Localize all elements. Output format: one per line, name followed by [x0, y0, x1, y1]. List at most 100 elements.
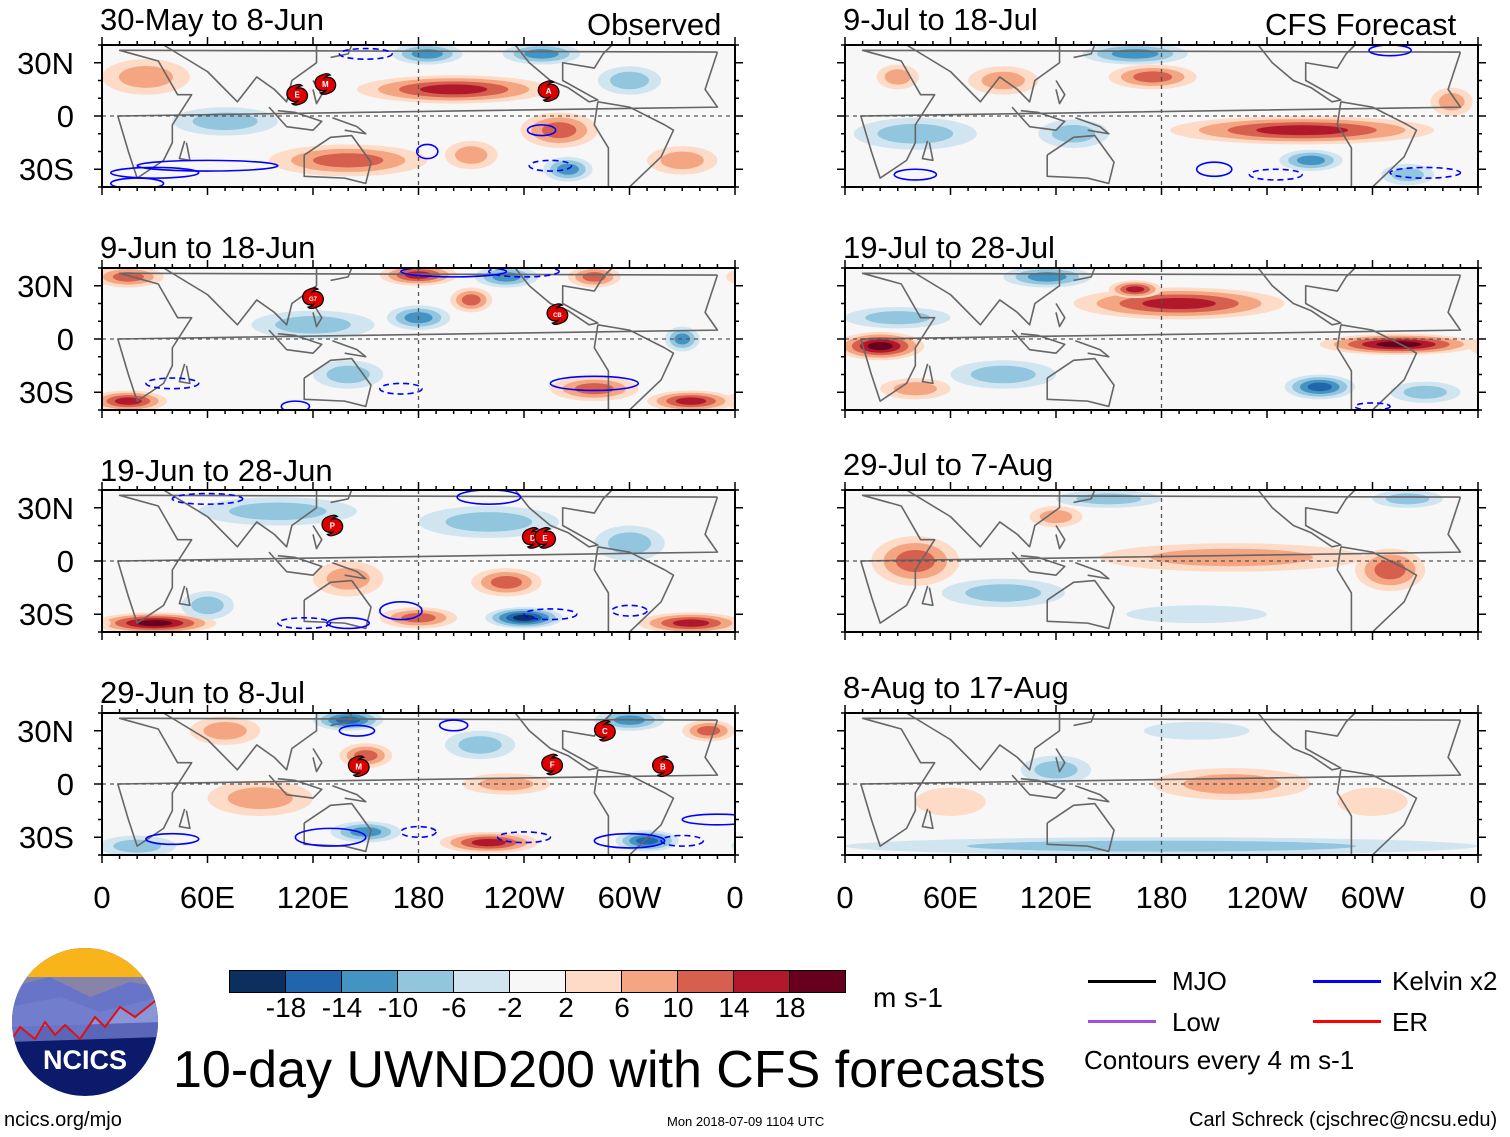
wind-anomaly-contour — [1150, 548, 1313, 567]
coastline — [1073, 45, 1096, 59]
coastline — [303, 579, 372, 630]
footer-url[interactable]: ncics.org/mjo — [4, 1109, 122, 1131]
tropical-cyclone-marker: E — [534, 527, 557, 549]
tropical-cyclone-marker: CB — [546, 303, 569, 326]
kelvin-contour — [1389, 166, 1462, 179]
wind-anomaly-contour — [748, 616, 827, 630]
legend-label-mjo: MJO — [1172, 966, 1227, 996]
wind-anomaly-contour — [736, 269, 787, 284]
wind-anomaly-contour — [1403, 385, 1447, 399]
kelvin-contour — [496, 831, 552, 844]
kelvin-contour — [136, 159, 279, 172]
footer-author: Carl Schreck (cjschrec@ncsu.edu) — [1189, 1109, 1498, 1131]
coastline — [514, 268, 613, 326]
kelvin-contour — [145, 832, 200, 846]
wind-anomaly-contour — [1039, 510, 1073, 524]
kelvin-contour — [280, 400, 311, 410]
kelvin-contour — [893, 168, 938, 181]
colorbar-tick-label: -18 — [265, 992, 307, 1023]
wind-anomaly-contour — [229, 502, 327, 521]
colorbar-tick-label: 18 — [774, 992, 806, 1023]
colorbar-tick-label: -10 — [377, 992, 419, 1023]
wind-anomaly-contour — [729, 339, 802, 349]
legend-label-low: Low — [1172, 1007, 1220, 1037]
panel-title: 29-Jul to 7-Aug — [843, 447, 1054, 482]
wind-anomaly-contour — [753, 493, 796, 504]
wind-anomaly-contour — [1485, 337, 1510, 355]
wind-anomaly-contour — [1478, 837, 1510, 855]
colorbar-swatch — [286, 971, 342, 992]
logo-text: NCICS — [43, 1045, 127, 1075]
wind-anomaly-contour — [746, 272, 777, 281]
wind-anomaly-contour — [675, 397, 707, 405]
kelvin-contour — [549, 375, 640, 392]
map-panel-forecast — [837, 705, 1486, 863]
coastline — [1046, 802, 1115, 853]
wind-anomaly-contour — [798, 88, 840, 116]
x-tick-label: 120W — [1226, 880, 1308, 915]
wind-anomaly-contour — [758, 168, 790, 181]
y-tick-label: 30S — [18, 597, 74, 633]
storm-label: E — [542, 534, 548, 543]
coastline — [1046, 134, 1115, 185]
wind-anomaly-contour — [512, 614, 536, 621]
map-panel-observed: E M A — [94, 37, 743, 195]
coastline — [1257, 268, 1356, 326]
colorbar-swatch — [734, 971, 790, 992]
colorbar — [229, 970, 846, 993]
wind-anomaly-contour — [740, 395, 784, 407]
wind-anomaly-contour — [771, 386, 814, 399]
wind-anomaly-contour — [735, 59, 823, 94]
panel-title: 29-Jun to 8-Jul — [100, 675, 306, 710]
coastline — [921, 140, 934, 162]
kelvin-contour — [681, 813, 735, 826]
kelvin-contour — [593, 832, 666, 849]
wind-anomaly-contour — [1487, 118, 1510, 150]
storm-label: M — [355, 762, 362, 771]
coastline — [330, 490, 353, 504]
x-tick-label: 60W — [597, 880, 662, 915]
forecast-header: CFS Forecast — [1265, 7, 1457, 42]
x-tick-label: 0 — [726, 880, 744, 915]
colorbar-swatch — [398, 971, 454, 992]
wind-anomaly-contour — [458, 736, 502, 754]
wind-anomaly-contour — [227, 787, 293, 810]
colorbar-swatch — [454, 971, 510, 992]
y-tick-label: 30S — [18, 152, 74, 188]
coastline — [1011, 551, 1066, 576]
wind-anomaly-contour — [748, 164, 801, 185]
coastline — [1055, 748, 1066, 773]
coastline — [178, 363, 191, 385]
wind-anomaly-contour — [445, 512, 533, 532]
coastline — [117, 49, 719, 179]
coastline — [921, 808, 934, 830]
wind-anomaly-contour — [610, 71, 649, 90]
colorbar-swatch — [622, 971, 678, 992]
x-tick-label: 0 — [93, 880, 111, 915]
storm-label: M — [322, 80, 329, 89]
coastline — [268, 774, 323, 799]
coastline — [178, 585, 191, 607]
coastline — [906, 45, 1061, 103]
x-tick-label: 0 — [836, 880, 854, 915]
panel-title: 8-Aug to 17-Aug — [843, 670, 1069, 705]
coastline — [117, 494, 719, 624]
wind-anomaly-contour — [731, 397, 735, 406]
colorbar-tick-label: 14 — [718, 992, 750, 1023]
wind-anomaly-contour — [737, 614, 838, 631]
coastline — [1075, 562, 1110, 580]
coastline — [332, 340, 367, 358]
wind-anomaly-contour — [674, 333, 691, 345]
coastline — [303, 357, 372, 408]
wind-anomaly-contour — [865, 311, 931, 325]
y-tick-label: 30S — [18, 820, 74, 856]
colorbar-tick-label: 2 — [558, 992, 574, 1023]
wind-anomaly-contour — [1337, 787, 1408, 816]
coastline — [514, 490, 613, 548]
wind-anomaly-contour — [1504, 536, 1510, 586]
coastline — [163, 45, 318, 103]
coastline — [921, 585, 934, 607]
map-plot — [837, 482, 1486, 640]
y-tick-label: 0 — [56, 99, 74, 134]
kelvin-contour — [528, 159, 573, 172]
